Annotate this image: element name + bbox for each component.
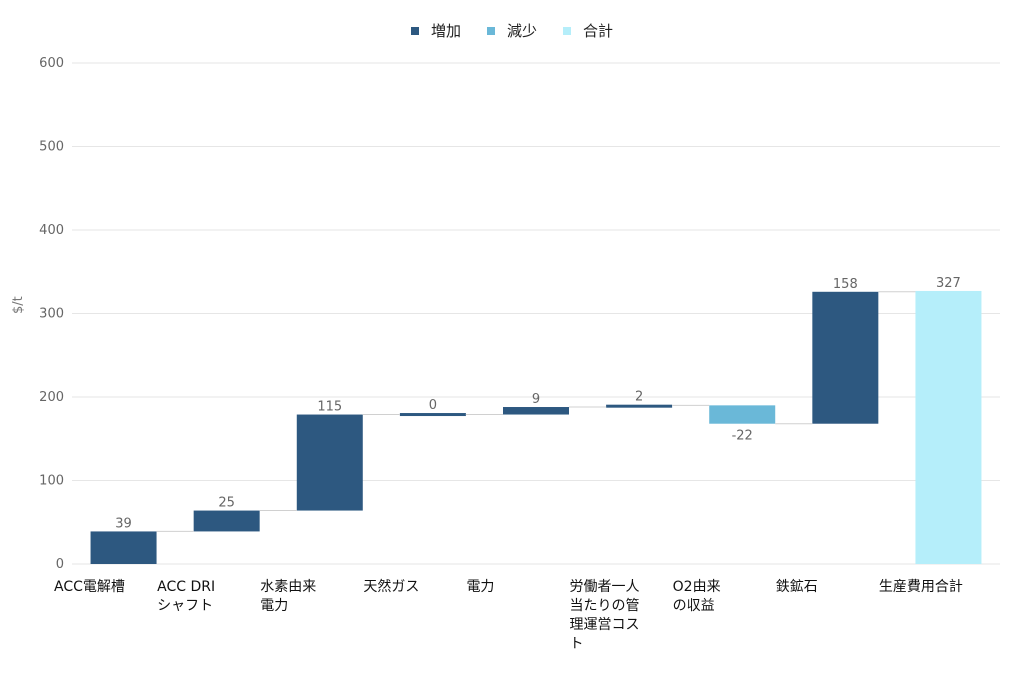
data-label: 0 xyxy=(429,398,437,413)
bar-increase xyxy=(296,414,363,511)
x-tick-label: 労働者一人 当たりの管 理運営コス ト xyxy=(569,579,640,652)
bar-increase xyxy=(90,531,157,564)
y-axis-title: $/t xyxy=(11,296,26,314)
bar-increase xyxy=(503,407,569,415)
data-label: -22 xyxy=(732,429,753,444)
x-tick-label: ACC電解槽 xyxy=(54,579,125,595)
x-tick-label: O2由来 の収益 xyxy=(672,579,721,614)
legend-item-decrease: 減少 xyxy=(486,20,537,41)
data-label: 39 xyxy=(115,516,132,531)
legend-item-total: 合計 xyxy=(563,20,613,41)
y-tick-label: 500 xyxy=(39,140,64,155)
x-tick-label: 水素由来 電力 xyxy=(260,579,317,614)
legend: 増加 減少 合計 xyxy=(0,20,1024,41)
data-label: 115 xyxy=(317,400,342,415)
bar-decrease xyxy=(709,405,776,424)
legend-swatch-total xyxy=(563,26,571,35)
y-tick-label: 300 xyxy=(39,307,64,322)
y-tick-label: 0 xyxy=(56,557,64,572)
legend-swatch-increase xyxy=(410,26,419,35)
x-tick-label: ACC DRI シャフト xyxy=(157,579,216,614)
x-tick-label: 天然ガス xyxy=(363,579,420,595)
bar-increase xyxy=(812,291,879,424)
y-tick-label: 100 xyxy=(39,474,64,489)
bar-total xyxy=(915,290,982,564)
y-tick-label: 400 xyxy=(39,223,64,238)
x-tick-label: 鉄鉱石 xyxy=(775,579,818,595)
data-label: 9 xyxy=(532,392,540,407)
x-tick-label: 生産費用合計 xyxy=(878,579,963,595)
data-label: 327 xyxy=(936,276,961,291)
legend-label-total: 合計 xyxy=(583,22,614,40)
bar-increase xyxy=(399,413,466,417)
data-label: 25 xyxy=(218,496,235,511)
bar-increase xyxy=(193,510,260,532)
data-label: 2 xyxy=(635,390,643,405)
y-tick-label: 600 xyxy=(39,56,64,71)
data-label: 158 xyxy=(833,277,858,292)
x-tick-label: 電力 xyxy=(466,579,495,595)
legend-label-decrease: 減少 xyxy=(506,22,537,40)
legend-swatch-decrease xyxy=(486,26,495,35)
legend-item-increase: 増加 xyxy=(410,20,461,41)
y-tick-label: 200 xyxy=(39,390,64,405)
legend-label-increase: 増加 xyxy=(430,22,461,40)
bar-increase xyxy=(606,404,673,408)
